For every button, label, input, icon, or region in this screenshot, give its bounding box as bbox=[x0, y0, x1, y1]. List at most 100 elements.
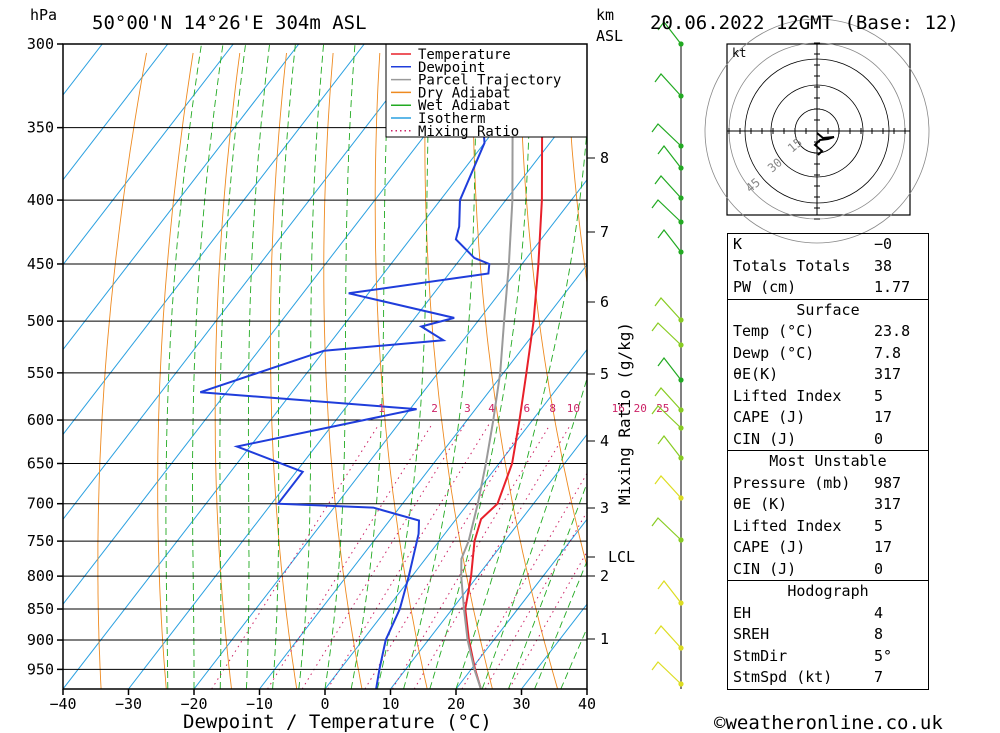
hodograph-trace bbox=[813, 132, 835, 156]
legend-label: Parcel Trajectory bbox=[418, 73, 561, 89]
wind-barb bbox=[651, 199, 682, 223]
datetime-title: 20.06.2022 12GMT (Base: 12) bbox=[650, 12, 959, 34]
dry-adiabat-line bbox=[157, 52, 194, 689]
pressure-tick-label: 850 bbox=[27, 600, 54, 618]
surface-row-dewp: Dewp (°C) 7.8 bbox=[733, 343, 902, 362]
wet-adiabat-line bbox=[324, 44, 356, 689]
pressure-tick-label: 350 bbox=[27, 119, 54, 137]
isotherm-line bbox=[259, 263, 587, 689]
surface-indices: Surface Temp (°C) 23.8 Dewp (°C) 7.8 θE(K)… bbox=[728, 300, 928, 451]
wet-adiabat-line bbox=[534, 560, 587, 689]
isotherm-line bbox=[128, 94, 587, 689]
isotherm-line bbox=[63, 44, 365, 436]
wind-barb bbox=[654, 73, 682, 97]
isotherm-line bbox=[63, 44, 496, 605]
mixing-ratio-line bbox=[461, 472, 587, 689]
mixing-ratio-label: 16 bbox=[612, 402, 625, 415]
surface-row-thetae: θE(K) 317 bbox=[733, 365, 902, 383]
legend-label: Wet Adiabat bbox=[418, 98, 511, 114]
isotherm-line bbox=[63, 44, 169, 181]
most-unstable-indices: Most Unstable Pressure (mb) 987 θE (K) 317… bbox=[728, 451, 928, 581]
km-tick-label: 8 bbox=[600, 149, 609, 167]
lcl-label: LCL bbox=[608, 548, 635, 566]
surface-row-cape: CAPE (J) 17 bbox=[733, 408, 893, 426]
mixing-ratio-label: 10 bbox=[567, 402, 580, 415]
mu-row-thetae: θE (K) 317 bbox=[733, 495, 902, 513]
dry-adiabat-line bbox=[565, 52, 587, 286]
pressure-tick-label: 400 bbox=[27, 191, 54, 209]
temperature-line bbox=[464, 44, 549, 689]
surface-row-temp: Temp (°C) 23.8 bbox=[733, 322, 911, 340]
legend-label: Temperature bbox=[418, 47, 511, 63]
dewpoint-line bbox=[199, 44, 491, 689]
dry-adiabat-line bbox=[323, 52, 363, 689]
wet-adiabat-line bbox=[272, 44, 296, 689]
mixing-ratio-label: 20 bbox=[634, 402, 647, 415]
hodo-row-stmspd: StmSpd (kt) 7 bbox=[733, 668, 884, 686]
pressure-tick-label: 900 bbox=[27, 631, 54, 649]
index-row-totals: Totals Totals 38 bbox=[733, 256, 893, 275]
wind-barb bbox=[654, 387, 682, 411]
wet-adiabat-line bbox=[507, 481, 587, 689]
mixing-ratio-label: 4 bbox=[488, 402, 495, 415]
isotherm-line bbox=[455, 518, 587, 689]
pressure-tick-label: 600 bbox=[27, 411, 54, 429]
wind-barb bbox=[651, 517, 682, 541]
isotherm-line bbox=[63, 44, 431, 521]
hodograph-unit: kt bbox=[732, 46, 746, 60]
pressure-tick-label: 550 bbox=[27, 364, 54, 382]
surface-title: Surface bbox=[796, 300, 860, 319]
location-title: 50°00'N 14°26'E 304m ASL bbox=[92, 12, 367, 34]
hodograph-ring bbox=[704, 18, 930, 244]
mixing-ratio-line bbox=[327, 424, 490, 689]
dry-adiabat-line bbox=[986, 53, 1000, 689]
x-tick-label: −10 bbox=[246, 695, 273, 713]
mixing-ratio-line bbox=[364, 424, 525, 689]
hodograph-indices: Hodograph EH 4 SREH 8 StmDir 5° StmSpd (kt)… bbox=[728, 581, 928, 690]
wind-barb bbox=[654, 297, 682, 321]
parcel-trajectory-line bbox=[460, 44, 516, 689]
wind-barb bbox=[657, 435, 682, 459]
mixing-ratio-axis-label: Mixing Ratio (g/kg) bbox=[615, 322, 634, 505]
mixing-ratio-label: 25 bbox=[656, 402, 669, 415]
mu-row-cin: CIN (J) 0 bbox=[733, 559, 884, 578]
mixing-ratio-label: 3 bbox=[464, 402, 471, 415]
mu-row-pressure: Pressure (mb) 987 bbox=[733, 473, 902, 492]
pressure-tick-label: 450 bbox=[27, 255, 54, 273]
dry-adiabat-line bbox=[270, 52, 298, 689]
dry-adiabat-line bbox=[472, 52, 559, 689]
wet-adiabat-line bbox=[165, 44, 202, 689]
wet-adiabat-line bbox=[429, 44, 532, 689]
wind-barb bbox=[651, 123, 682, 147]
pressure-tick-label: 750 bbox=[27, 532, 54, 550]
wet-adiabat-line bbox=[245, 44, 271, 689]
isotherm-line bbox=[63, 44, 300, 351]
x-tick-label: 10 bbox=[381, 695, 399, 713]
wet-adiabat-line bbox=[298, 44, 325, 689]
mu-row-cape: CAPE (J) 17 bbox=[733, 538, 893, 556]
wind-barb bbox=[651, 322, 682, 346]
wind-barb bbox=[657, 145, 682, 169]
km-label: km bbox=[596, 6, 614, 24]
dry-adiabat-line bbox=[214, 52, 241, 689]
wet-adiabat-line bbox=[403, 44, 478, 689]
pressure-tick-label: 300 bbox=[27, 35, 54, 53]
mixing-ratio-label: 1 bbox=[378, 402, 385, 415]
legend-label: Mixing Ratio bbox=[418, 124, 519, 140]
x-tick-label: 0 bbox=[320, 695, 329, 713]
index-row-pw: PW (cm) 1.77 bbox=[733, 278, 911, 296]
index-row-k: K −0 bbox=[733, 235, 893, 253]
general-indices: K −0 Totals Totals 38 PW (cm) 1.77 bbox=[728, 234, 928, 300]
x-axis-label: Dewpoint / Temperature (°C) bbox=[183, 711, 492, 733]
wet-adiabat-line bbox=[219, 44, 247, 689]
wind-barb bbox=[657, 580, 682, 604]
km-tick-label: 2 bbox=[600, 567, 609, 585]
legend-box bbox=[385, 43, 588, 138]
km-tick-label: 6 bbox=[600, 293, 609, 311]
asl-label: ASL bbox=[596, 27, 623, 45]
isotherm-line bbox=[63, 44, 234, 266]
wet-adiabat-line bbox=[350, 44, 391, 689]
km-tick-label: 1 bbox=[600, 630, 609, 648]
x-tick-label: 40 bbox=[578, 695, 596, 713]
